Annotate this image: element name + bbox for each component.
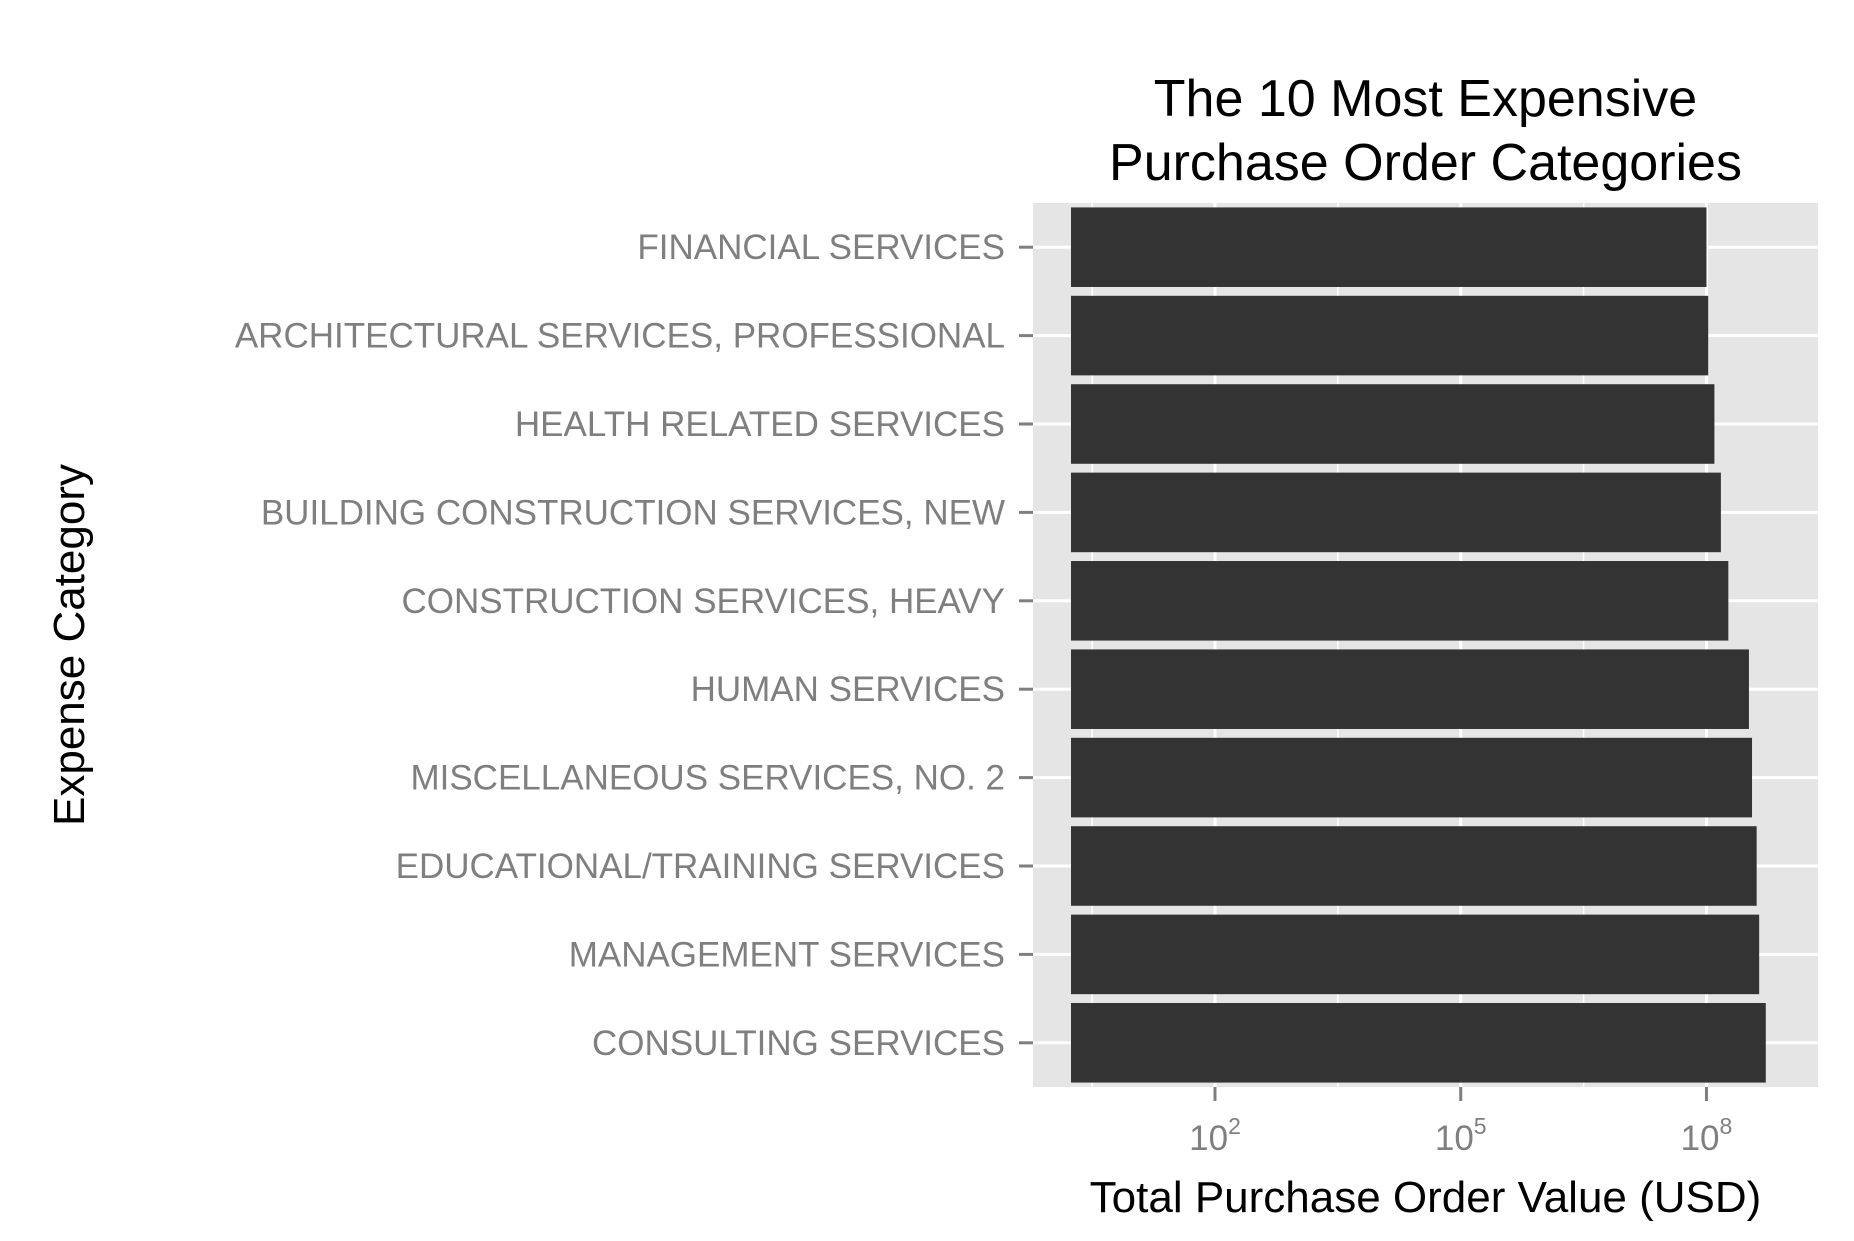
x-tick-label: 102 [1189, 1113, 1241, 1158]
bars [1071, 207, 1766, 1083]
chart-title-line-1: The 10 Most Expensive [1154, 70, 1697, 128]
y-axis-ticks: FINANCIAL SERVICES ARCHITECTURAL SERVICES… [235, 228, 1033, 1063]
chart-title: The 10 Most Expensive Purchase Order Cate… [1109, 70, 1742, 192]
x-axis-ticks: 102 105 108 [1189, 1087, 1732, 1158]
category-label: HEALTH RELATED SERVICES [515, 405, 1005, 444]
x-tick-label: 108 [1681, 1113, 1733, 1158]
category-label: BUILDING CONSTRUCTION SERVICES, NEW [261, 493, 1005, 532]
bar [1071, 826, 1757, 906]
bar [1071, 472, 1721, 553]
bar [1071, 914, 1760, 995]
bar [1071, 561, 1729, 641]
category-label: MANAGEMENT SERVICES [569, 935, 1005, 974]
bar [1071, 207, 1707, 287]
category-label: ARCHITECTURAL SERVICES, PROFESSIONAL [235, 317, 1005, 356]
x-axis-title: Total Purchase Order Value (USD) [1090, 1173, 1762, 1222]
x-tick-label: 105 [1435, 1113, 1487, 1158]
bar [1071, 295, 1709, 376]
category-label: CONSTRUCTION SERVICES, HEAVY [401, 582, 1005, 621]
category-label: FINANCIAL SERVICES [637, 228, 1005, 267]
bar [1071, 649, 1749, 729]
bar [1071, 737, 1753, 818]
y-axis-title: Expense Category [45, 464, 94, 826]
category-label: EDUCATIONAL/TRAINING SERVICES [396, 847, 1005, 886]
category-label: MISCELLANEOUS SERVICES, NO. 2 [410, 759, 1005, 798]
bar [1071, 384, 1715, 464]
chart-title-line-2: Purchase Order Categories [1109, 134, 1742, 192]
category-label: CONSULTING SERVICES [592, 1024, 1005, 1063]
category-label: HUMAN SERVICES [691, 670, 1005, 709]
bar [1071, 1003, 1766, 1083]
